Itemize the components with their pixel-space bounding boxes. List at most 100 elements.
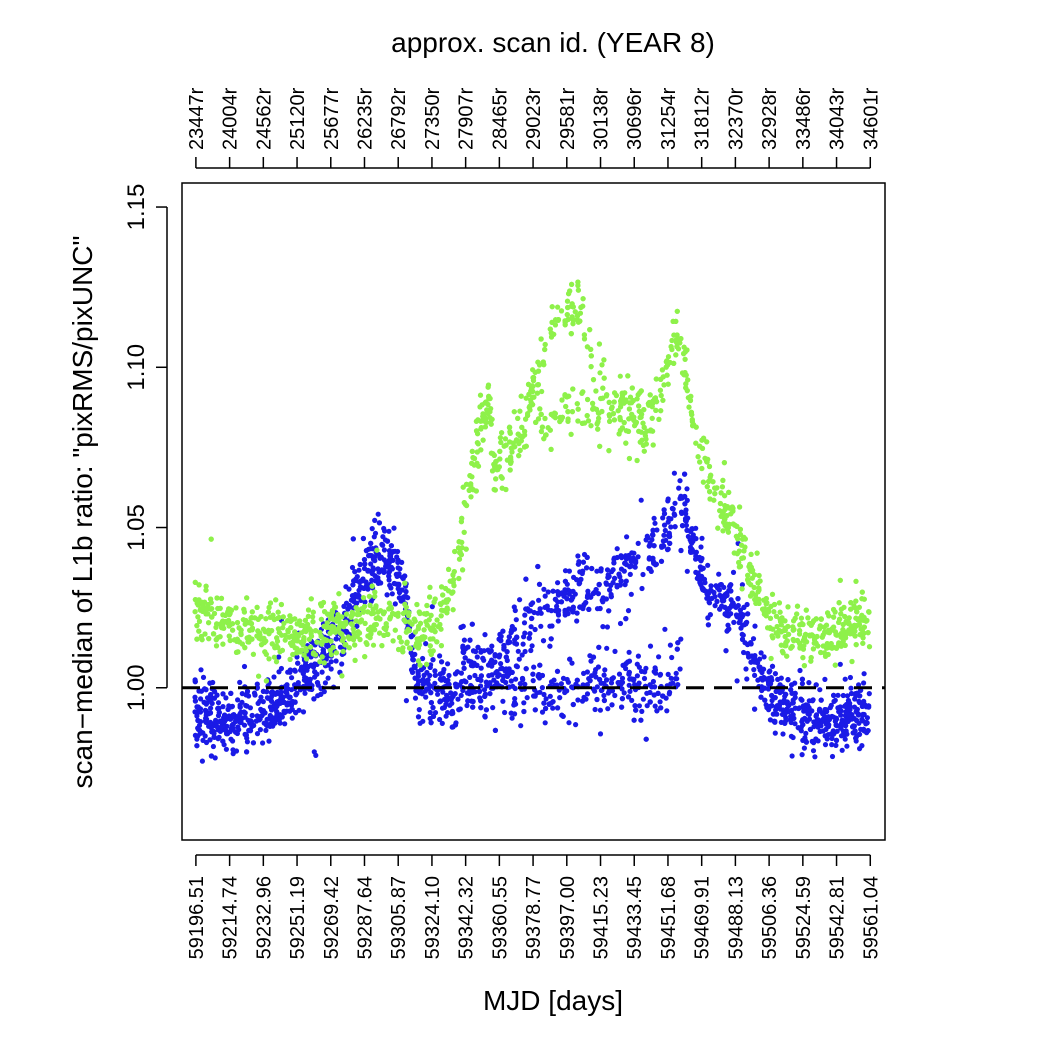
data-point	[203, 587, 209, 593]
data-point	[636, 664, 643, 670]
data-point	[508, 678, 514, 684]
data-point	[194, 704, 200, 710]
data-point	[210, 743, 216, 750]
data-point	[751, 584, 757, 591]
data-point	[432, 668, 438, 674]
data-point	[518, 393, 524, 399]
data-point	[428, 700, 434, 706]
data-point	[478, 677, 484, 683]
data-point	[467, 473, 473, 479]
data-point	[283, 686, 290, 692]
data-point	[198, 688, 204, 694]
data-point	[627, 688, 633, 695]
data-point	[599, 408, 605, 415]
data-point	[491, 452, 497, 458]
data-point	[523, 666, 529, 672]
data-point	[360, 595, 367, 601]
data-point	[698, 575, 704, 582]
data-point	[353, 600, 359, 606]
data-point	[551, 677, 557, 683]
data-point	[365, 586, 371, 592]
data-point	[601, 692, 607, 699]
data-point	[636, 403, 642, 409]
data-point	[741, 649, 747, 656]
data-point	[806, 680, 812, 686]
data-point	[423, 694, 429, 700]
data-point	[634, 673, 641, 679]
data-point	[671, 332, 677, 338]
data-point	[250, 740, 256, 746]
data-point	[478, 673, 484, 679]
data-point	[595, 426, 601, 432]
data-point	[602, 667, 608, 673]
data-point	[352, 657, 358, 664]
data-point	[570, 321, 576, 327]
data-point	[580, 682, 586, 688]
data-point	[461, 637, 467, 643]
data-point	[417, 620, 424, 627]
data-point	[762, 685, 768, 691]
data-point	[425, 681, 431, 687]
data-point	[720, 528, 726, 534]
data-point	[855, 711, 861, 717]
data-point	[566, 568, 573, 574]
data-point	[836, 709, 842, 715]
data-point	[717, 606, 723, 612]
data-point	[608, 680, 615, 686]
data-point	[596, 644, 602, 650]
data-point	[267, 614, 273, 620]
data-point	[321, 660, 327, 666]
data-point	[207, 710, 214, 716]
data-point	[734, 551, 740, 557]
data-point	[425, 677, 431, 683]
data-point	[617, 620, 624, 627]
data-point	[555, 612, 562, 618]
data-point	[417, 610, 423, 617]
data-point	[673, 352, 679, 358]
data-point	[657, 387, 664, 393]
data-point	[500, 698, 506, 704]
data-point	[597, 370, 603, 376]
data-point	[217, 728, 223, 734]
data-point	[423, 686, 429, 692]
data-point	[516, 453, 522, 459]
data-point	[775, 633, 781, 639]
data-point	[509, 715, 515, 721]
data-point	[831, 692, 837, 699]
data-point	[674, 646, 680, 652]
data-point	[406, 612, 412, 619]
data-point	[378, 554, 384, 560]
data-point	[846, 615, 852, 621]
data-point	[777, 682, 783, 688]
data-point	[574, 618, 580, 624]
data-point	[362, 654, 368, 660]
data-point	[534, 390, 541, 396]
data-point	[754, 550, 760, 556]
data-point	[612, 648, 618, 655]
data-point	[336, 591, 342, 597]
data-point	[305, 607, 312, 613]
data-point	[294, 621, 300, 627]
data-point	[547, 693, 553, 699]
points-layer	[192, 279, 873, 764]
data-point	[677, 478, 683, 484]
data-point	[460, 567, 466, 573]
data-point	[395, 613, 401, 619]
data-point	[434, 617, 440, 623]
data-point	[227, 637, 233, 644]
data-point	[575, 697, 581, 703]
data-point	[609, 569, 615, 575]
data-point	[555, 618, 561, 624]
data-point	[313, 628, 319, 634]
data-point	[208, 600, 214, 606]
data-point	[751, 655, 758, 661]
data-point	[256, 635, 262, 641]
data-point	[752, 672, 758, 679]
data-point	[217, 719, 223, 725]
data-point	[633, 707, 639, 713]
data-point	[745, 641, 751, 648]
data-point	[514, 634, 520, 641]
data-point	[675, 346, 682, 352]
data-point	[555, 705, 561, 711]
data-point	[808, 658, 814, 664]
